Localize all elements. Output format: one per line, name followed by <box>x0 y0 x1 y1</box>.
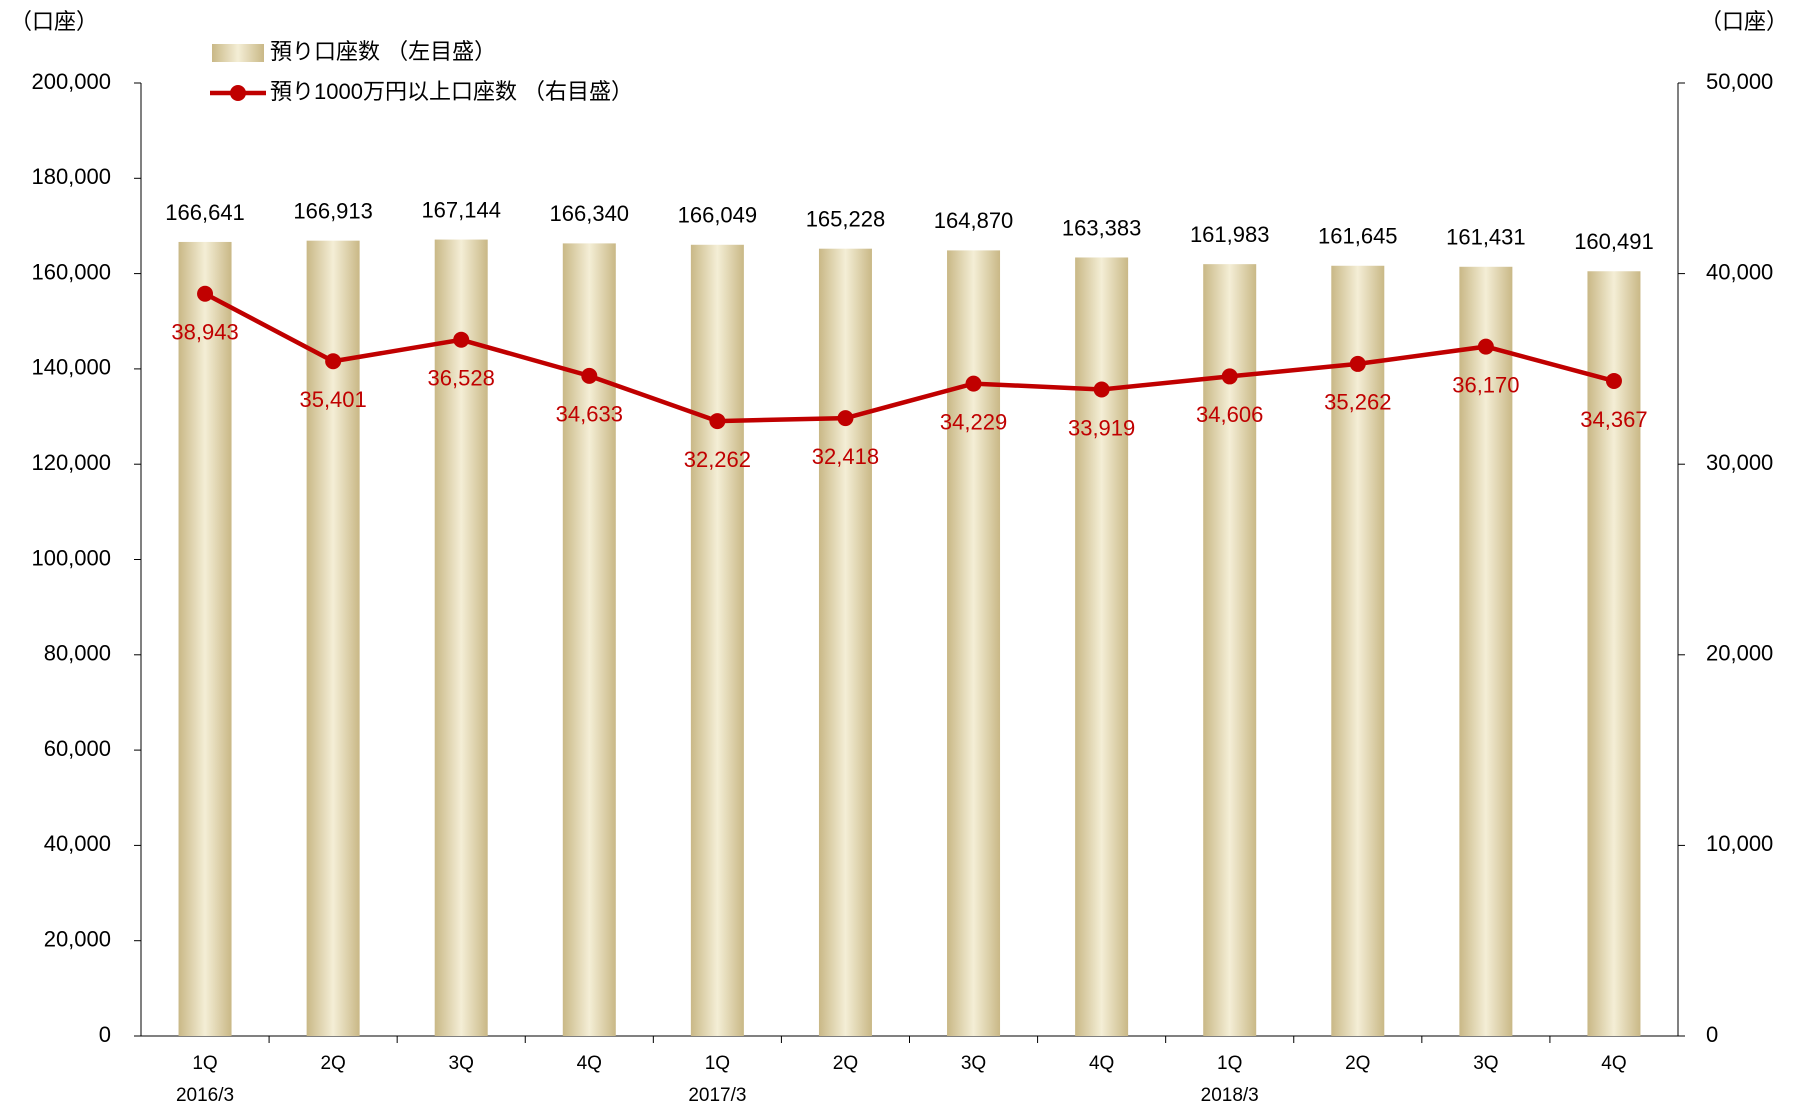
x-tick-label: 2Q <box>833 1053 858 1074</box>
line-point <box>1221 368 1238 385</box>
line-value-label: 32,262 <box>684 447 751 472</box>
line-value-label: 35,262 <box>1324 390 1391 415</box>
bar-value-label: 167,144 <box>421 197 501 222</box>
line-point <box>965 375 982 392</box>
bar-value-label: 165,228 <box>806 207 886 232</box>
line-point <box>1605 372 1622 389</box>
bar <box>1203 264 1257 1036</box>
bar-value-label: 161,431 <box>1446 225 1526 250</box>
line-point <box>1349 355 1366 372</box>
line-value-label: 34,633 <box>556 402 623 427</box>
x-group-label: 2017/3 <box>688 1085 746 1106</box>
x-tick-label: 3Q <box>449 1053 474 1074</box>
x-tick-label: 2Q <box>320 1053 345 1074</box>
bar-value-label: 166,340 <box>550 201 630 226</box>
line-point <box>1477 338 1494 355</box>
x-tick-label: 1Q <box>705 1053 730 1074</box>
bar-value-label: 164,870 <box>934 208 1014 233</box>
line-value-label: 36,170 <box>1452 372 1519 397</box>
bar <box>690 244 744 1037</box>
y2-tick-label: 40,000 <box>1706 259 1773 284</box>
y2-tick-label: 10,000 <box>1706 831 1773 856</box>
line-value-label: 38,943 <box>171 320 238 345</box>
line-point <box>197 285 214 302</box>
line-value-label: 36,528 <box>428 366 495 391</box>
x-tick-label: 3Q <box>1473 1053 1498 1074</box>
bar-value-label: 166,641 <box>165 200 245 225</box>
line-value-label: 34,367 <box>1580 407 1647 432</box>
y2-tick-label: 0 <box>1706 1022 1718 1047</box>
line-value-label: 35,401 <box>299 387 366 412</box>
y2-tick-label: 50,000 <box>1706 69 1773 94</box>
y-tick-label: 200,000 <box>31 69 111 94</box>
line-point <box>581 367 598 384</box>
y-tick-label: 80,000 <box>44 641 111 666</box>
line-point <box>1093 381 1110 398</box>
line-point <box>325 353 342 370</box>
legend-swatch <box>230 85 246 101</box>
bar-value-label: 163,383 <box>1062 215 1142 240</box>
y-tick-label: 120,000 <box>31 450 111 475</box>
x-tick-label: 2Q <box>1345 1053 1370 1074</box>
x-group-label: 2016/3 <box>176 1085 234 1106</box>
legend-swatch <box>212 44 264 62</box>
y-tick-label: 140,000 <box>31 355 111 380</box>
y2-tick-label: 20,000 <box>1706 641 1773 666</box>
bar <box>1587 271 1641 1036</box>
line-point <box>837 410 854 427</box>
bar-value-label: 161,645 <box>1318 224 1398 249</box>
x-tick-label: 4Q <box>1601 1053 1626 1074</box>
bar-value-label: 166,913 <box>293 198 373 223</box>
y-tick-label: 60,000 <box>44 736 111 761</box>
bar <box>1459 266 1513 1037</box>
line-value-label: 33,919 <box>1068 415 1135 440</box>
bar <box>1075 257 1129 1037</box>
bar <box>818 248 872 1036</box>
legend-label: 預り1000万円以上口座数 （右目盛） <box>270 79 633 104</box>
line <box>203 291 1615 424</box>
y2-axis-label: （口座） <box>1700 9 1788 34</box>
bar <box>562 243 616 1036</box>
line-value-label: 34,606 <box>1196 402 1263 427</box>
x-tick-label: 4Q <box>1089 1053 1114 1074</box>
bar <box>178 241 232 1036</box>
x-tick-label: 1Q <box>192 1053 217 1074</box>
y-tick-label: 160,000 <box>31 259 111 284</box>
y-tick-label: 20,000 <box>44 927 111 952</box>
line-value-label: 34,229 <box>940 409 1007 434</box>
y-axis-label: （口座） <box>10 9 98 34</box>
bar <box>434 239 488 1036</box>
x-tick-label: 3Q <box>961 1053 986 1074</box>
bar <box>1331 265 1385 1036</box>
x-tick-label: 4Q <box>577 1053 602 1074</box>
y-tick-label: 0 <box>99 1022 111 1047</box>
line-value-label: 32,418 <box>812 444 879 469</box>
bar <box>306 240 360 1037</box>
y-tick-label: 180,000 <box>31 164 111 189</box>
y-tick-label: 40,000 <box>44 831 111 856</box>
line-point <box>453 331 470 348</box>
bar-value-label: 161,983 <box>1190 222 1270 247</box>
y2-tick-label: 30,000 <box>1706 450 1773 475</box>
x-tick-label: 1Q <box>1217 1053 1242 1074</box>
line-point <box>709 413 726 430</box>
bar <box>947 250 1001 1036</box>
y-tick-label: 100,000 <box>31 545 111 570</box>
legend-label: 預り口座数 （左目盛） <box>270 39 496 64</box>
bar-value-label: 166,049 <box>678 203 758 228</box>
bar-value-label: 160,491 <box>1574 229 1654 254</box>
x-group-label: 2018/3 <box>1201 1085 1259 1106</box>
